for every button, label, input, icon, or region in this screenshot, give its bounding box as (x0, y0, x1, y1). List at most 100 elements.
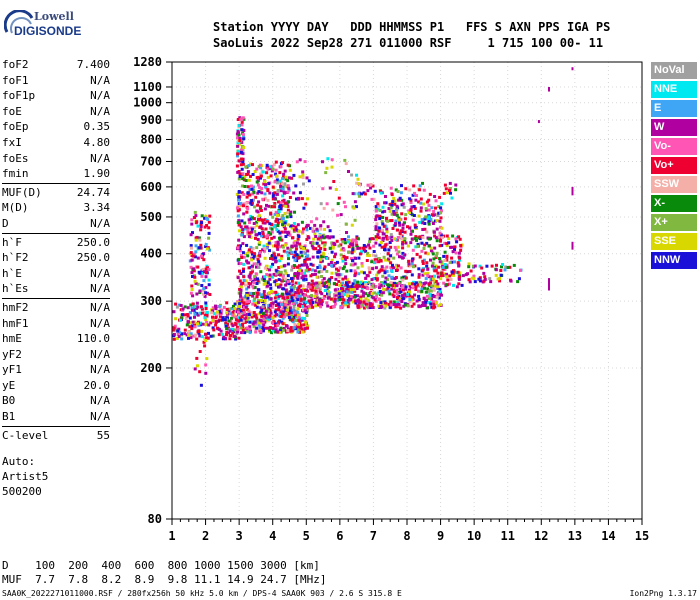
echo-point (336, 293, 340, 297)
echo-point (431, 222, 435, 225)
echo-point (421, 221, 425, 225)
echo-point (361, 294, 365, 298)
echo-point (355, 173, 358, 177)
echo-point (237, 177, 241, 181)
echo-point (258, 186, 262, 189)
echo-point (239, 244, 242, 248)
param-separator (2, 232, 110, 234)
echo-point (288, 212, 292, 216)
echo-point (266, 326, 270, 330)
echo-point (326, 304, 330, 308)
echo-point (360, 262, 364, 265)
echo-point (517, 277, 521, 281)
echo-point (430, 297, 433, 301)
echo-point (288, 300, 291, 304)
param-name: foE (2, 104, 22, 118)
param-value: N/A (90, 347, 110, 361)
echo-point (218, 305, 222, 308)
echo-point (286, 211, 290, 215)
echo-point (401, 226, 405, 230)
echo-point (426, 306, 430, 310)
echo-point (255, 246, 259, 250)
echo-point (255, 262, 258, 266)
echo-point (272, 252, 276, 256)
echo-point (355, 205, 358, 209)
echo-point (235, 164, 239, 168)
echo-point (344, 275, 348, 279)
echo-point (445, 254, 449, 258)
echo-point (275, 283, 279, 286)
far-echo-mark (537, 120, 540, 124)
param-name: fxI (2, 135, 22, 149)
echo-point (252, 311, 256, 314)
echo-point (217, 327, 221, 331)
echo-point (351, 248, 355, 252)
echo-point (287, 188, 291, 192)
echo-point (179, 304, 183, 307)
echo-point (440, 243, 444, 247)
echo-point (194, 281, 198, 285)
echo-point (377, 229, 381, 233)
echo-point (342, 254, 346, 258)
echo-point (304, 269, 308, 273)
echo-point (319, 227, 323, 231)
echo-point (286, 184, 290, 188)
echo-point (277, 278, 281, 282)
echo-point (394, 303, 398, 307)
echo-point (376, 202, 380, 206)
echo-point (247, 291, 251, 295)
echo-point (285, 308, 289, 312)
echo-point (244, 252, 248, 256)
param-name: foF2 (2, 58, 29, 71)
echo-point (377, 260, 381, 264)
echo-point (439, 233, 443, 237)
echo-point (289, 286, 293, 289)
echo-point (370, 278, 374, 282)
echo-point (291, 283, 295, 287)
echo-point (445, 258, 449, 262)
echo-point (286, 246, 290, 250)
echo-point (265, 163, 269, 167)
echo-point (257, 321, 261, 325)
echo-point (251, 269, 254, 273)
echo-point (381, 287, 385, 291)
echo-point (366, 189, 370, 193)
echo-point (384, 243, 388, 247)
echo-point (247, 231, 251, 235)
echo-point (393, 202, 397, 206)
echo-point (408, 294, 412, 298)
echo-point (378, 217, 382, 221)
echo-point (258, 207, 262, 211)
echo-point (269, 311, 273, 315)
echo-point (450, 256, 454, 260)
echo-point (214, 316, 218, 319)
echo-point (340, 291, 344, 295)
echo-point (241, 308, 245, 312)
echo-point (262, 182, 266, 186)
echo-point (467, 278, 471, 282)
echo-point (271, 326, 275, 330)
echo-point (188, 325, 192, 329)
echo-point (438, 257, 442, 261)
echo-point (255, 282, 259, 285)
echo-point (200, 214, 204, 218)
echo-point (262, 244, 266, 248)
echo-point (270, 305, 274, 309)
echo-point (350, 284, 354, 288)
echo-point (380, 220, 384, 224)
echo-point (231, 328, 235, 331)
echo-point (291, 291, 294, 295)
echo-point (408, 284, 412, 288)
echo-point (429, 289, 433, 293)
echo-point (296, 325, 300, 329)
echo-point (357, 301, 361, 305)
echo-point (448, 187, 452, 190)
echo-point (401, 246, 405, 250)
echo-point (245, 225, 249, 229)
echo-point (302, 206, 306, 210)
echo-point (311, 255, 315, 259)
echo-point (435, 254, 438, 258)
echo-point (247, 316, 250, 320)
echo-point (390, 193, 394, 197)
echo-point (298, 284, 302, 288)
